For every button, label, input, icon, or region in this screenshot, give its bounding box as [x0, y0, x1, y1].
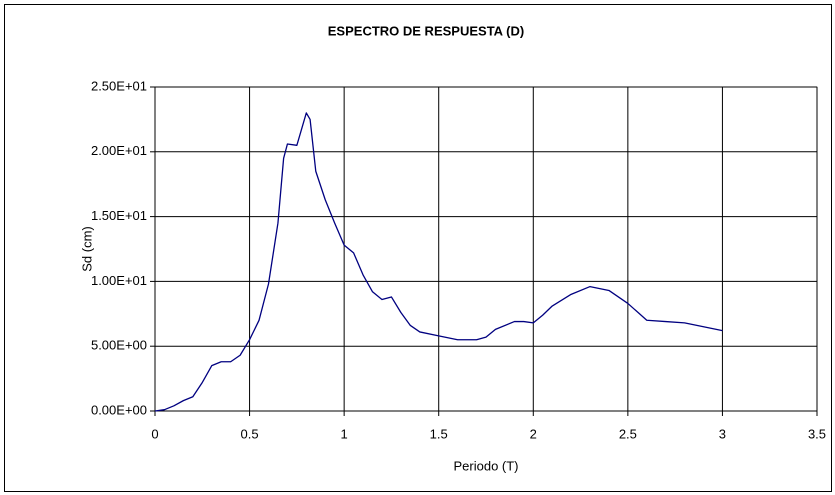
y-tick-label: 5.00E+00: [91, 338, 147, 353]
x-tick-label: 0.5: [241, 426, 259, 441]
x-tick-label: 0: [151, 426, 158, 441]
x-tick-label: 1: [341, 426, 348, 441]
x-tick-label: 2: [530, 426, 537, 441]
y-tick-label: 0.00E+00: [91, 402, 147, 417]
x-tick-label: 2.5: [619, 426, 637, 441]
chart-title: ESPECTRO DE RESPUESTA (D): [328, 23, 524, 38]
x-axis-label: Periodo (T): [453, 458, 518, 473]
data-line: [154, 112, 723, 412]
y-axis-label: Sd (cm): [79, 226, 94, 272]
x-tick-label: 1.5: [430, 426, 448, 441]
plot-area: [154, 86, 818, 412]
y-tick-label: 1.00E+01: [91, 273, 147, 288]
y-tick-label: 2.50E+01: [91, 78, 147, 93]
y-tick-label: 1.50E+01: [91, 208, 147, 223]
x-tick-label: 3: [719, 426, 726, 441]
y-tick-label: 2.00E+01: [91, 143, 147, 158]
x-tick-label: 3.5: [808, 426, 826, 441]
